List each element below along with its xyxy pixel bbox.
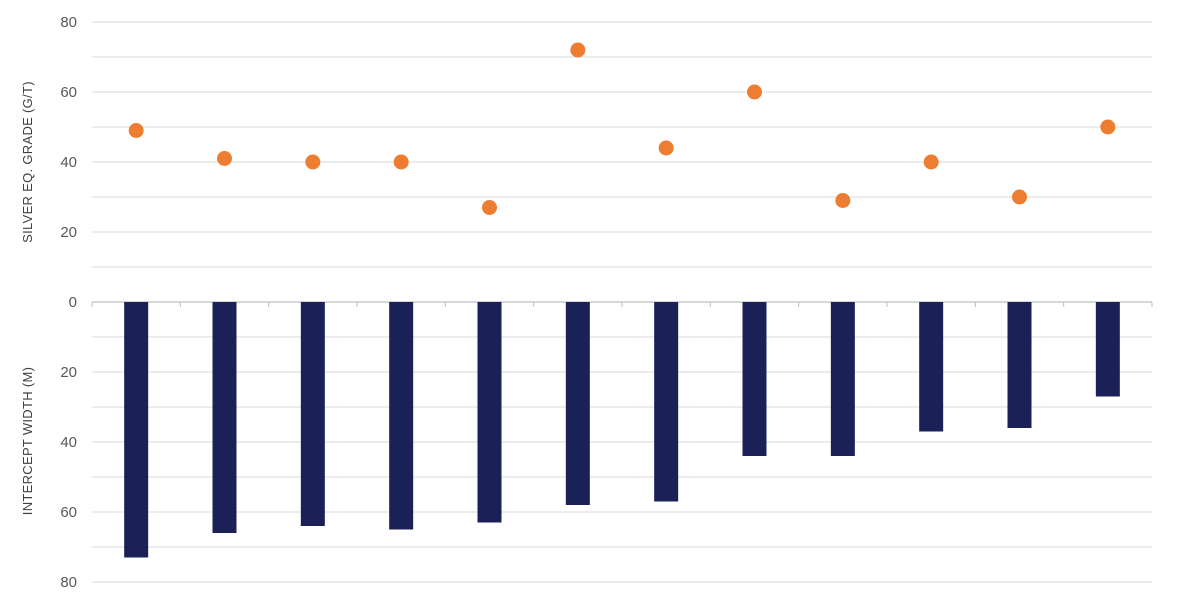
grade-point (923, 154, 939, 170)
grade-point (1100, 119, 1116, 135)
grade-point (570, 42, 586, 58)
width-bar (830, 302, 855, 456)
width-bar (1095, 302, 1120, 397)
y-tick-label-top: 0 (69, 294, 77, 311)
grade-point (835, 193, 851, 208)
width-bar (565, 302, 590, 505)
y-tick-label-top: 80 (60, 14, 77, 31)
width-bar (389, 302, 414, 530)
width-bar (654, 302, 679, 502)
y-tick-label-top: 60 (60, 84, 77, 101)
y-tick-label-bottom: 20 (60, 364, 77, 381)
gridlines (91, 21, 1153, 583)
grade-point (658, 140, 674, 156)
y-tick-label-bottom: 40 (60, 434, 77, 451)
y-axis-title-bottom: INTERCEPT WIDTH (M) (20, 367, 35, 515)
y-axis-title-top: SILVER EQ. GRADE (G/T) (20, 81, 35, 243)
grade-points (128, 42, 1116, 215)
y-tick-label-bottom: 80 (60, 574, 77, 591)
width-bar (742, 302, 767, 456)
grade-point (1012, 189, 1027, 205)
width-bar (212, 302, 237, 533)
width-bar (300, 302, 325, 526)
width-bar (1007, 302, 1032, 428)
grade-point (217, 151, 232, 166)
grade-point (305, 154, 321, 170)
width-bar (919, 302, 944, 432)
y-tick-label-bottom: 60 (60, 504, 77, 521)
bars: 24TMNAC-02524TMNAC-006P25TMNAC-02724TMNA… (124, 302, 1120, 558)
tick-labels: 80 60 40 20 0 20 40 60 80 (60, 14, 77, 591)
grade-point (393, 154, 409, 170)
grade-point (128, 123, 144, 138)
y-tick-label-top: 40 (60, 154, 77, 171)
width-bar (477, 302, 502, 523)
width-bar (124, 302, 149, 558)
y-tick-label-top: 20 (60, 224, 77, 241)
grade-point (482, 200, 497, 215)
grade-point (747, 84, 762, 100)
